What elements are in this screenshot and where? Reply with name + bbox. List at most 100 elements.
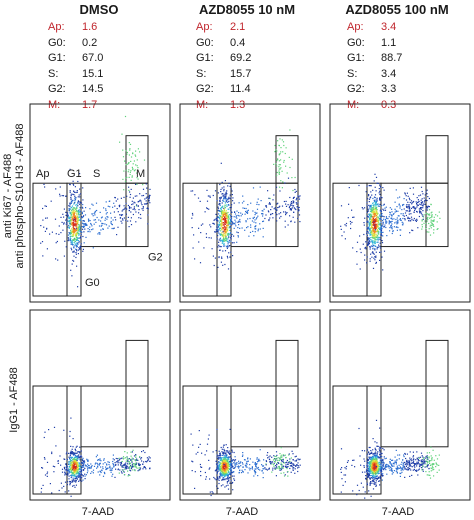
data-point	[280, 469, 283, 471]
data-point	[71, 235, 73, 237]
data-point	[396, 470, 398, 472]
data-point	[214, 218, 216, 221]
data-point	[373, 207, 375, 209]
data-point	[123, 208, 125, 210]
data-point	[411, 460, 413, 462]
data-point	[128, 467, 130, 469]
data-point	[381, 240, 383, 242]
data-point	[120, 462, 123, 464]
data-point	[211, 248, 213, 250]
data-point	[138, 464, 140, 466]
data-point	[87, 460, 89, 462]
data-point	[350, 227, 352, 230]
data-point	[292, 453, 294, 455]
data-point	[55, 445, 57, 447]
data-point	[285, 212, 287, 214]
data-point	[61, 221, 63, 223]
data-point	[431, 214, 433, 216]
data-point	[149, 202, 151, 204]
data-point	[287, 475, 289, 477]
data-point	[75, 252, 77, 254]
data-point	[253, 475, 255, 477]
data-point	[146, 187, 148, 189]
data-point	[212, 492, 214, 494]
data-point	[371, 465, 373, 467]
data-point	[237, 232, 239, 234]
data-point	[224, 250, 227, 252]
data-point	[233, 462, 235, 464]
data-point	[376, 246, 378, 248]
data-point	[81, 474, 83, 476]
data-point	[220, 474, 222, 476]
data-point	[111, 467, 113, 469]
data-point	[223, 474, 225, 476]
data-point	[287, 177, 290, 179]
data-point	[367, 476, 369, 478]
data-point	[230, 480, 232, 482]
data-point	[254, 214, 256, 216]
data-point	[82, 248, 84, 250]
data-point	[399, 466, 401, 468]
data-point	[220, 470, 222, 472]
data-point	[66, 223, 68, 225]
data-point	[89, 231, 91, 233]
data-point	[373, 257, 375, 259]
data-point	[94, 212, 96, 214]
data-point	[212, 255, 214, 257]
data-point	[68, 452, 70, 454]
data-point	[126, 458, 128, 460]
data-point	[279, 153, 281, 155]
data-point	[77, 220, 79, 222]
data-point	[108, 463, 110, 466]
data-point	[280, 180, 282, 182]
data-point	[146, 202, 148, 204]
data-point	[367, 237, 369, 239]
data-point	[376, 203, 378, 205]
gate-s	[80, 385, 127, 448]
data-point	[248, 467, 250, 469]
data-point	[251, 468, 254, 470]
data-point	[239, 462, 241, 464]
data-point	[76, 203, 78, 206]
data-point	[413, 462, 415, 465]
data-point	[124, 463, 126, 465]
data-point	[130, 207, 132, 209]
data-point	[208, 208, 210, 210]
data-point	[78, 247, 80, 249]
data-point	[427, 205, 429, 207]
data-point	[138, 209, 140, 211]
data-point	[379, 470, 381, 472]
data-point	[71, 217, 73, 219]
data-point	[142, 206, 144, 208]
data-point	[263, 208, 265, 210]
data-point	[200, 475, 202, 477]
data-point	[73, 216, 75, 218]
data-point	[118, 459, 120, 462]
data-point	[137, 205, 139, 207]
stat-label: S:	[48, 67, 59, 80]
data-point	[239, 218, 241, 221]
data-point	[275, 475, 277, 477]
data-point	[105, 468, 107, 471]
data-point	[70, 224, 72, 226]
data-point	[408, 207, 410, 209]
data-point	[279, 190, 281, 192]
data-point	[136, 204, 138, 206]
data-point	[40, 242, 42, 244]
data-point	[233, 222, 235, 224]
data-point	[48, 429, 50, 431]
data-point	[227, 225, 229, 227]
data-point	[254, 228, 256, 230]
data-point	[373, 235, 375, 237]
data-point	[67, 215, 69, 217]
data-point	[424, 463, 426, 465]
data-point	[71, 227, 73, 230]
data-point	[376, 212, 378, 214]
data-point	[75, 253, 77, 255]
data-point	[415, 459, 417, 461]
data-point	[78, 227, 80, 229]
data-point	[383, 468, 385, 470]
data-point	[230, 466, 232, 468]
data-point	[71, 221, 73, 223]
data-point	[223, 225, 225, 227]
